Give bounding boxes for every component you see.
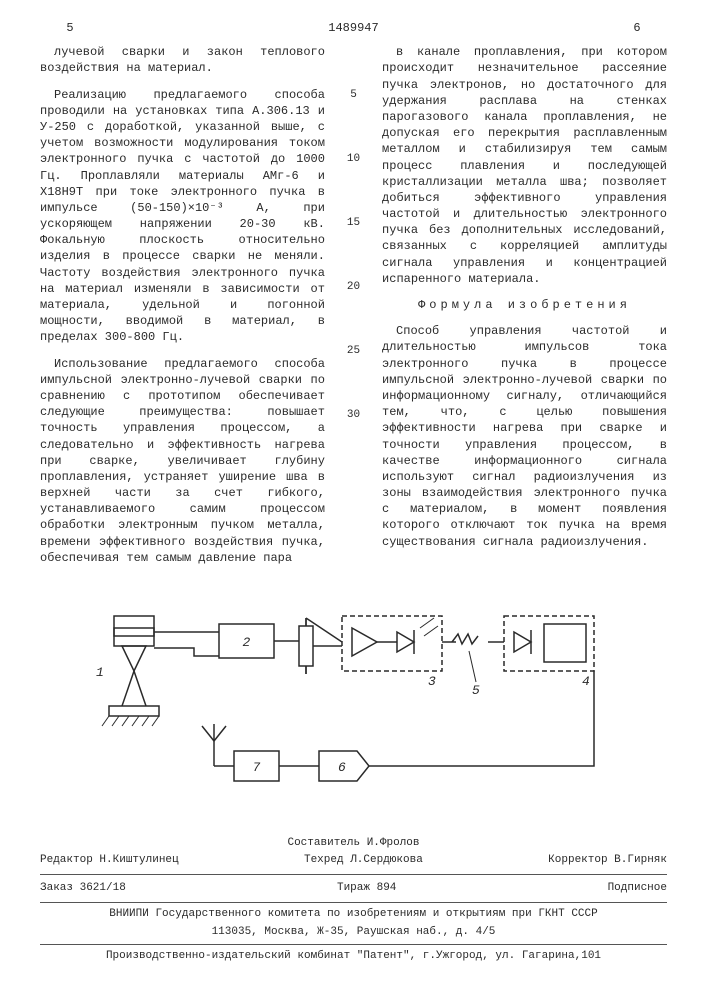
- org-address: 113035, Москва, Ж-35, Раушская наб., д. …: [40, 925, 667, 940]
- para: Использование предлагаемого способа импу…: [40, 356, 325, 566]
- separator: [40, 902, 667, 903]
- org-name: ВНИИПИ Государственного комитета по изоб…: [40, 907, 667, 922]
- column-left: лучевой сварки и закон теплового воздейс…: [40, 44, 325, 576]
- line-marker: 30: [347, 408, 360, 423]
- page: 5 1489947 6 лучевой сварки и закон тепло…: [0, 0, 707, 1000]
- editor: Редактор Н.Киштулинец: [40, 853, 179, 868]
- subscription: Подписное: [608, 881, 667, 896]
- order-row: Заказ 3621/18 Тираж 894 Подписное: [40, 879, 667, 898]
- order-number: Заказ 3621/18: [40, 881, 126, 896]
- separator: [40, 944, 667, 945]
- tech-editor: Техред Л.Сердюкова: [304, 853, 423, 868]
- para: Способ управления частотой и длительност…: [382, 323, 667, 550]
- page-number-left: 5: [40, 20, 100, 36]
- schematic-diagram: 1 2 3 4 5 7 6: [74, 596, 634, 816]
- compiler: Составитель И.Фролов: [40, 836, 667, 851]
- svg-text:5: 5: [472, 683, 480, 698]
- formula-title: Формула изобретения: [382, 297, 667, 313]
- corrector: Корректор В.Гирняк: [548, 853, 667, 868]
- patent-number: 1489947: [294, 20, 414, 36]
- text-columns: лучевой сварки и закон теплового воздейс…: [40, 44, 667, 576]
- page-number-right: 6: [607, 20, 667, 36]
- column-right: в канале проплавления, при котором проис…: [382, 44, 667, 576]
- svg-text:2: 2: [242, 635, 250, 650]
- line-marker: 25: [347, 344, 360, 359]
- para: Реализацию предлагаемого способа проводи…: [40, 87, 325, 346]
- line-marker: 15: [347, 216, 360, 231]
- line-markers: 5 10 15 20 25 30: [345, 44, 362, 576]
- credits-row: Редактор Н.Киштулинец Техред Л.Сердюкова…: [40, 851, 667, 870]
- svg-text:6: 6: [338, 760, 346, 775]
- line-marker: 10: [347, 152, 360, 167]
- svg-text:7: 7: [252, 760, 260, 775]
- line-marker: 20: [347, 280, 360, 295]
- line-marker: 5: [350, 88, 357, 103]
- svg-text:3: 3: [428, 674, 436, 689]
- header-row: 5 1489947 6: [40, 20, 667, 36]
- tirazh: Тираж 894: [337, 881, 396, 896]
- svg-text:1: 1: [96, 665, 104, 680]
- printer-address: Производственно-издательский комбинат "П…: [40, 949, 667, 964]
- footer-block: Составитель И.Фролов Редактор Н.Киштулин…: [40, 836, 667, 964]
- svg-text:4: 4: [582, 674, 590, 689]
- para: лучевой сварки и закон теплового воздейс…: [40, 44, 325, 76]
- para: в канале проплавления, при котором проис…: [382, 44, 667, 287]
- separator: [40, 874, 667, 875]
